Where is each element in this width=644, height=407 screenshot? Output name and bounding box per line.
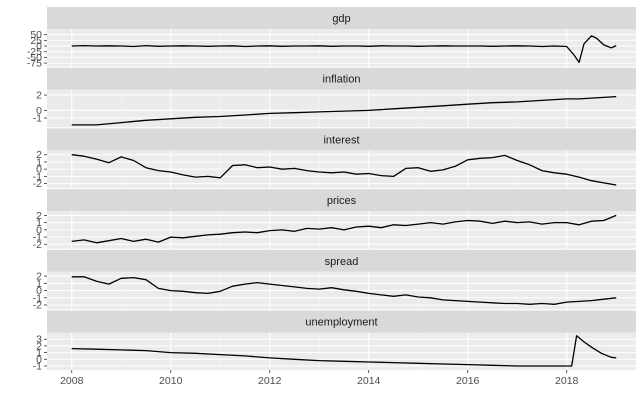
facet-label-inflation: inflation — [323, 74, 361, 86]
series-line-gdp — [71, 35, 617, 64]
y-tick-label-unemployment: 1 — [36, 347, 42, 359]
y-tick-label-inflation: 0 — [36, 105, 42, 117]
y-tick-label-unemployment: 3 — [36, 334, 42, 346]
y-tick-label-gdp: 0 — [36, 41, 42, 53]
y-tick-label-unemployment: 2 — [36, 340, 42, 352]
facet-strip-interest — [47, 128, 636, 151]
y-tick-label-prices: -1 — [33, 232, 42, 244]
y-tick-label-interest: 2 — [36, 149, 42, 161]
y-tick-label-gdp: -50 — [27, 52, 42, 64]
y-tick-label-prices: 0 — [36, 224, 42, 236]
x-tick-label: 2012 — [258, 375, 282, 387]
y-tick-label-spread: 1 — [36, 278, 42, 290]
series-line-interest — [71, 154, 617, 186]
x-tick-label: 2016 — [456, 375, 480, 387]
facet-label-spread: spread — [325, 256, 359, 268]
facet-strip-unemployment — [47, 310, 636, 333]
x-tick-label: 2008 — [60, 375, 84, 387]
y-tick-label-unemployment: -1 — [33, 360, 42, 372]
x-tick-label: 2014 — [357, 375, 381, 387]
x-tick-label: 2018 — [555, 375, 579, 387]
y-tick-label-prices: 2 — [36, 210, 42, 222]
y-tick-label-gdp: -75 — [27, 58, 42, 70]
facet-strip-inflation — [47, 67, 636, 90]
facet-label-interest: interest — [323, 134, 359, 146]
y-tick-label-interest: 0 — [36, 164, 42, 176]
series-line-inflation — [71, 95, 617, 126]
y-tick-label-unemployment: 0 — [36, 354, 42, 366]
y-tick-label-interest: -1 — [33, 171, 42, 183]
y-tick-label-spread: 0 — [36, 285, 42, 297]
y-tick-label-prices: -2 — [33, 239, 42, 251]
y-tick-label-inflation: -1 — [33, 113, 42, 125]
y-tick-label-interest: -2 — [33, 178, 42, 190]
y-tick-label-gdp: 25 — [30, 35, 42, 47]
facet-label-prices: prices — [327, 195, 357, 207]
series-line-spread — [71, 276, 617, 305]
y-tick-label-spread: 2 — [36, 271, 42, 283]
panel-background-gdp — [47, 29, 636, 67]
x-tick-label: 2010 — [159, 375, 183, 387]
y-tick-label-spread: -1 — [33, 292, 42, 304]
facet-strip-spread — [47, 249, 636, 272]
facet-label-unemployment: unemployment — [305, 317, 377, 329]
facet-strip-gdp — [47, 7, 636, 29]
y-tick-label-gdp: 50 — [30, 29, 42, 41]
series-line-prices — [71, 214, 617, 244]
y-tick-label-spread: -2 — [33, 299, 42, 311]
y-tick-label-inflation: 2 — [36, 90, 42, 102]
panel-background-unemployment — [47, 332, 636, 370]
y-tick-label-gdp: -25 — [27, 46, 42, 58]
facet-strip-prices — [47, 189, 636, 212]
y-tick-label-prices: 1 — [36, 217, 42, 229]
series-line-unemployment — [71, 335, 617, 367]
y-tick-label-interest: 1 — [36, 156, 42, 168]
facet-label-gdp: gdp — [332, 13, 350, 25]
